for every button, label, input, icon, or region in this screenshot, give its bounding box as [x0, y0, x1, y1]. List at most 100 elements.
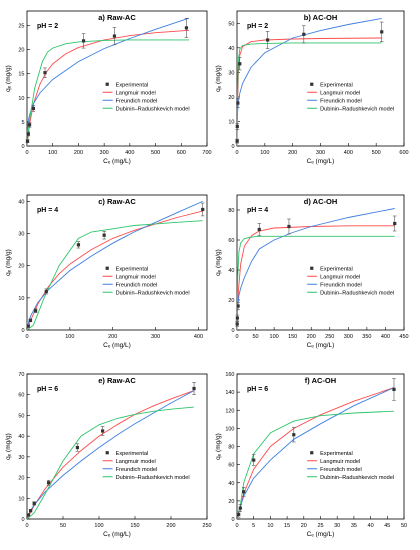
data-point	[26, 513, 31, 517]
data-point	[44, 289, 48, 294]
y-tick-label: 20	[18, 48, 24, 54]
legend-marker	[310, 451, 314, 455]
legend-entry: Dubinin–Radushkevich model	[116, 290, 190, 296]
data-point	[76, 243, 81, 247]
legend-entry: Langmuir model	[116, 459, 156, 465]
y-axis-label: qₑ (mg/g)	[215, 433, 222, 460]
x-tick-label: 450	[399, 334, 408, 340]
panel-title: e) Raw-AC	[98, 376, 136, 385]
legend-entry: Experimental	[116, 266, 149, 272]
y-tick-label: 0	[231, 144, 234, 150]
y-tick-label: 120	[225, 408, 234, 414]
x-tick-label: 300	[316, 150, 325, 156]
y-tick-label: 25	[18, 23, 24, 29]
data-point	[102, 233, 106, 237]
x-tick-label: 50	[252, 334, 258, 340]
x-tick-label: 100	[260, 150, 269, 156]
x-tick-label: 300	[344, 334, 353, 340]
y-tick-label: 0	[231, 517, 234, 523]
x-axis-label: Cₑ (mg/L)	[307, 342, 335, 349]
y-tick-label: 15	[18, 72, 24, 78]
panel-title: f) AC-OH	[305, 376, 336, 385]
data-point	[236, 101, 240, 105]
y-tick-label: 0	[21, 144, 24, 150]
x-tick-label: 400	[344, 150, 353, 156]
ph-annotation: pH = 6	[247, 386, 268, 393]
y-axis-label: qₑ (mg/g)	[5, 249, 12, 276]
data-point	[236, 304, 240, 308]
data-point	[266, 38, 270, 42]
data-point	[26, 324, 30, 328]
x-tick-label: 300	[100, 150, 109, 156]
y-tick-label: 10	[18, 296, 24, 302]
data-point	[29, 509, 33, 513]
data-point	[32, 501, 36, 506]
panel-title: a) Raw-AC	[98, 13, 136, 22]
x-axis-label: Cₑ (mg/L)	[103, 342, 131, 349]
x-tick-label: 10	[267, 523, 273, 529]
y-tick-label: 10	[228, 119, 234, 125]
panel-title: d) AC-OH	[304, 197, 337, 206]
series-line-freundich-model	[27, 17, 190, 135]
x-tick-label: 5	[252, 523, 255, 529]
series-line-langmuir-model	[237, 387, 395, 519]
y-tick-label: 50	[228, 21, 234, 27]
legend-marker	[310, 266, 314, 270]
y-tick-label: 20	[228, 499, 234, 505]
x-tick-label: 40	[368, 523, 374, 529]
legend-entry: Langmuir model	[320, 274, 360, 280]
series-line-langmuir-model	[27, 390, 195, 519]
x-tick-label: 250	[202, 523, 211, 529]
y-tick-label: 80	[228, 445, 234, 451]
legend-entry: Langmuir model	[116, 274, 156, 280]
data-point	[26, 132, 30, 136]
y-tick-label: 70	[18, 372, 24, 378]
x-axis-label: Cₑ (mg/L)	[307, 158, 335, 165]
y-tick-label: 30	[228, 70, 234, 76]
legend-entry: Experimental	[320, 82, 353, 88]
y-tick-label: 0	[231, 328, 234, 334]
y-tick-label: 40	[228, 268, 234, 274]
series-line-dubinin-radushkevich-model	[237, 42, 382, 146]
legend-entry: Dubinin–Radushkevich model	[320, 475, 394, 481]
data-point	[235, 139, 239, 143]
x-tick-label: 250	[325, 334, 334, 340]
y-tick-label: 40	[228, 46, 234, 52]
ph-annotation: pH = 2	[247, 23, 268, 30]
data-point	[238, 506, 242, 510]
series-line-langmuir-model	[237, 225, 395, 330]
x-tick-label: 25	[317, 523, 323, 529]
data-point	[237, 512, 241, 517]
legend-entry: Experimental	[320, 266, 353, 272]
y-tick-label: 20	[18, 476, 24, 482]
ph-annotation: pH = 4	[247, 207, 268, 214]
x-tick-label: 45	[384, 523, 390, 529]
x-tick-label: 0	[25, 334, 28, 340]
data-point	[201, 207, 205, 212]
y-axis-label: qₑ (mg/g)	[215, 249, 222, 276]
plot-frame	[26, 373, 208, 520]
plot-frame	[26, 194, 208, 331]
y-axis-label: qₑ (mg/g)	[5, 433, 12, 460]
data-point	[242, 490, 246, 494]
y-tick-label: 160	[225, 372, 234, 378]
data-point	[252, 458, 256, 462]
x-tick-label: 400	[381, 334, 390, 340]
y-tick-label: 40	[228, 481, 234, 487]
data-point	[192, 386, 196, 391]
legend-entry: Experimental	[116, 451, 149, 457]
data-point	[392, 387, 396, 392]
legend-entry: Freundich model	[320, 98, 362, 104]
series-line-dubinin-radushkevich-model	[27, 406, 195, 519]
x-tick-label: 200	[166, 523, 175, 529]
series-line-dubinin-radushkevich-model	[27, 220, 203, 330]
data-point	[302, 32, 306, 36]
data-point	[47, 481, 51, 485]
y-tick-label: 5	[21, 120, 24, 126]
data-point	[238, 62, 242, 66]
chart-panel-6: 0 5 10 15 20 25 30 35 40 45 50 0 20 40 60 80 100 120 140 16…	[215, 372, 407, 538]
chart-panel-3: 0 100 200 300 400 0 10 20 30 40 Cₑ (mg/L) qₑ (mg/g)…	[5, 194, 208, 349]
legend-entry: Freundich model	[320, 467, 362, 473]
x-tick-label: 15	[284, 523, 290, 529]
series-line-freundich-model	[27, 200, 203, 329]
